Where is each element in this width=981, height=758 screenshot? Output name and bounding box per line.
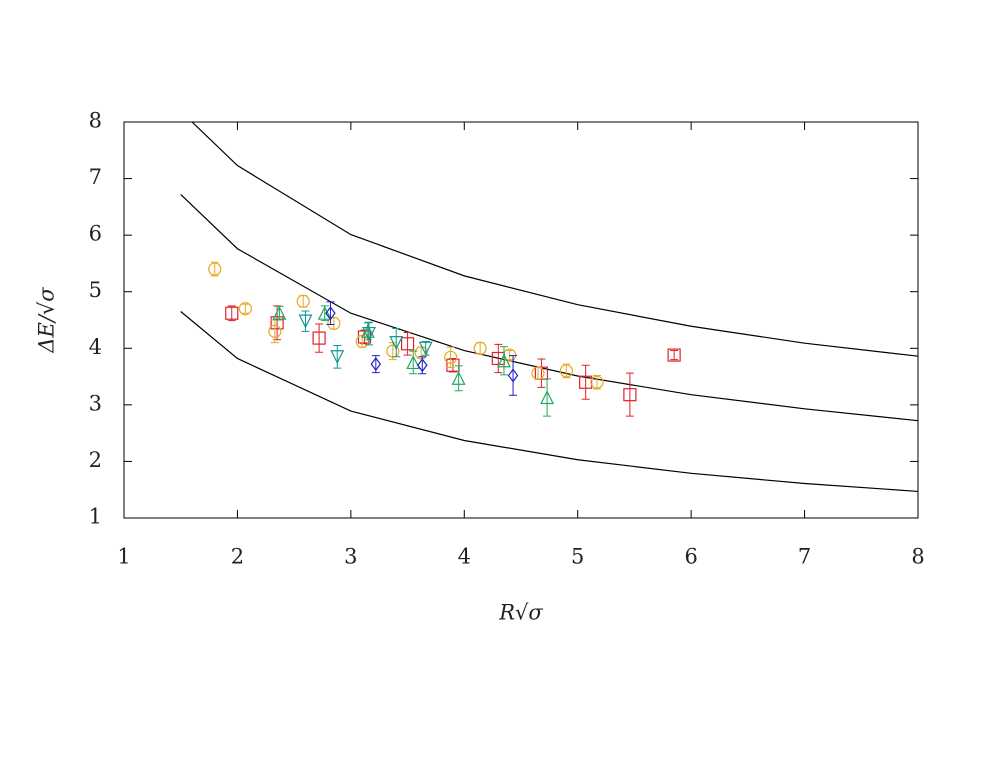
error-bar [592, 374, 601, 390]
point [446, 358, 460, 372]
error-bar [227, 305, 236, 322]
point [225, 306, 239, 320]
point [444, 350, 458, 364]
point [327, 316, 341, 330]
error-bar [446, 346, 455, 369]
point [389, 336, 404, 350]
point [623, 388, 637, 402]
point [298, 314, 313, 329]
point [362, 326, 376, 341]
point [414, 346, 428, 360]
point [473, 341, 487, 355]
y-tick-label: 8 [89, 109, 102, 133]
y-tick-label: 1 [89, 505, 102, 529]
point [208, 262, 222, 276]
x-tick-label: 3 [344, 545, 357, 569]
point [270, 316, 284, 330]
x-tick-label: 8 [911, 545, 924, 569]
x-tick-label: 5 [571, 545, 584, 569]
plot-frame [123, 121, 919, 519]
point [370, 357, 382, 372]
point [540, 390, 555, 405]
curve [180, 311, 919, 493]
error-bar [409, 350, 418, 375]
point [406, 355, 421, 370]
curve [180, 193, 919, 422]
error-bar [403, 331, 412, 356]
error-bar [562, 363, 571, 379]
point [451, 370, 466, 385]
point [531, 366, 545, 380]
point [238, 302, 252, 316]
point [325, 306, 336, 321]
x-tick-label: 1 [117, 545, 130, 569]
y-tick-label: 3 [89, 391, 102, 415]
point [507, 368, 519, 383]
y-tick-label: 4 [89, 335, 102, 359]
point [268, 324, 282, 338]
error-bar [670, 350, 679, 361]
error-bar [454, 365, 463, 392]
point [667, 348, 681, 362]
error-bar [476, 342, 485, 355]
error-bar [499, 346, 508, 376]
error-bar [333, 344, 342, 369]
x-tick-label: 4 [458, 545, 471, 569]
error-bar [270, 319, 279, 344]
error-bar [543, 378, 552, 417]
point [418, 341, 433, 356]
point [312, 331, 326, 345]
error-bar [326, 301, 335, 326]
point [497, 353, 511, 368]
error-bar [505, 350, 514, 361]
y-tick-label: 5 [89, 278, 102, 302]
point [296, 294, 310, 308]
x-tick-label: 6 [684, 545, 697, 569]
point [317, 305, 332, 320]
point [590, 375, 604, 389]
error-bar [315, 323, 324, 353]
x-tick-label: 2 [231, 545, 244, 569]
x-tick-label: 7 [798, 545, 811, 569]
y-tick-label: 7 [89, 165, 102, 189]
point [579, 375, 593, 389]
error-bar [581, 364, 590, 400]
point [559, 364, 573, 378]
point [272, 305, 287, 320]
point [417, 358, 428, 373]
y-tick-label: 2 [89, 448, 102, 472]
error-bar [210, 261, 219, 277]
error-bar [392, 327, 401, 358]
error-bar [241, 303, 250, 314]
error-bar [365, 321, 374, 346]
error-bar [509, 355, 518, 396]
error-bar [625, 372, 634, 417]
error-bar [537, 358, 546, 388]
point [400, 337, 415, 351]
point [330, 350, 345, 365]
x-axis-label: R√σ [498, 601, 543, 625]
error-bar [299, 295, 308, 308]
curve [191, 121, 919, 357]
error-bar [494, 343, 503, 374]
y-tick-label: 6 [89, 222, 102, 246]
y-axis-label: ΔE/√σ [35, 287, 59, 354]
